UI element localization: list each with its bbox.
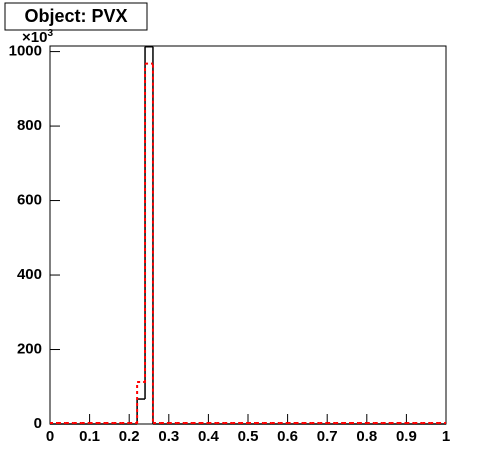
plot-frame	[49, 45, 447, 425]
y-tick-label: 600	[17, 192, 42, 209]
y-tick-label: 200	[17, 340, 42, 357]
y-multiplier: ×103	[22, 28, 53, 46]
y-tick-label: 0	[34, 415, 42, 432]
y-tick-label: 1000	[9, 43, 42, 60]
x-tick-label: 0.9	[396, 428, 417, 445]
x-tick-label: 0.3	[158, 428, 179, 445]
x-tick-label: 0.1	[79, 428, 100, 445]
chart-title: Object: PVX	[24, 6, 127, 26]
x-tick-label: 0.8	[356, 428, 377, 445]
y-multiplier-exp: 3	[47, 28, 53, 39]
x-tick-label: 0	[46, 428, 54, 445]
x-tick-label: 0.2	[119, 428, 140, 445]
x-tick-label: 0.7	[317, 428, 338, 445]
y-tick-label: 800	[17, 117, 42, 134]
title-box	[4, 2, 148, 31]
x-tick-label: 1	[442, 428, 450, 445]
x-tick-label: 0.5	[238, 428, 259, 445]
y-multiplier-base: ×10	[22, 29, 47, 46]
x-tick-label: 0.4	[198, 428, 220, 445]
y-tick-label: 400	[17, 266, 42, 283]
x-tick-label: 0.6	[277, 428, 298, 445]
